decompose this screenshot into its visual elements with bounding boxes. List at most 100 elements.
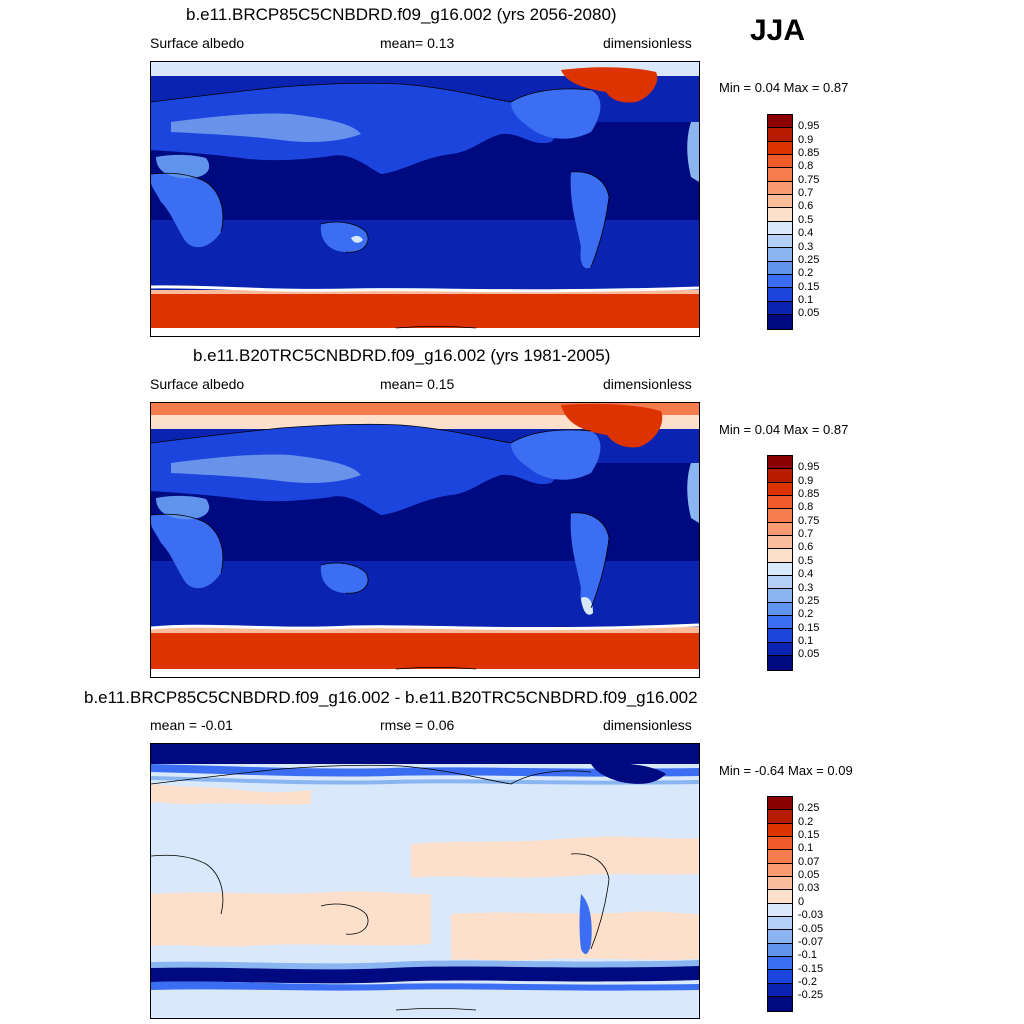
rmse-label: rmse = 0.06 <box>380 717 455 733</box>
colorbar-tick-label: 0.07 <box>798 855 820 868</box>
units-label: dimensionless <box>603 376 692 392</box>
colorbar-swatch <box>768 877 792 891</box>
colorbar-swatch <box>768 823 792 838</box>
colorbar-swatch <box>768 301 792 316</box>
mean-label: mean = -0.01 <box>150 717 233 733</box>
colorbar-swatch <box>768 589 792 603</box>
colorbar-swatch <box>768 903 792 918</box>
colorbar-tick-label: 0.05 <box>798 869 820 882</box>
colorbar-swatch <box>768 141 792 156</box>
colorbar-historical <box>767 455 793 671</box>
panel-title: b.e11.BRCP85C5CNBDRD.f09_g16.002 - b.e11… <box>84 688 698 707</box>
colorbar-tick-label: 0 <box>798 895 805 908</box>
colorbar-swatch <box>768 642 792 657</box>
colorbar-tick-label: 0.15 <box>798 829 820 842</box>
colorbar-swatch <box>768 616 792 630</box>
colorbar-swatch <box>768 890 792 904</box>
albedo-difference-map <box>150 743 700 1019</box>
colorbar-swatch <box>768 208 792 222</box>
colorbar-swatch <box>768 315 792 329</box>
mean-label: mean= 0.15 <box>380 376 455 392</box>
min-max-label: Min = 0.04 Max = 0.87 <box>719 422 849 437</box>
colorbar-tick-label: 0.7 <box>798 528 814 541</box>
colorbar-swatch <box>768 917 792 931</box>
colorbar-swatch <box>768 629 792 643</box>
mean-label: mean= 0.13 <box>380 35 455 51</box>
colorbar-tick-label: 0.3 <box>798 240 814 253</box>
colorbar-swatch <box>768 837 792 851</box>
colorbar-swatch <box>768 576 792 590</box>
colorbar-swatch <box>768 181 792 196</box>
colorbar-swatch <box>768 549 792 563</box>
colorbar-tick-label: 0.25 <box>798 253 820 266</box>
colorbar-swatch <box>768 261 792 276</box>
min-max-label: Min = -0.64 Max = 0.09 <box>719 763 853 778</box>
colorbar-tick-label: 0.4 <box>798 568 814 581</box>
colorbar-tick-label: -0.05 <box>798 922 824 935</box>
colorbar-tick-label: 0.5 <box>798 554 814 567</box>
colorbar-tick-label: 0.1 <box>798 293 814 306</box>
colorbar-tick-label: -0.03 <box>798 909 824 922</box>
colorbar-swatch <box>768 863 792 878</box>
colorbar-tick-label: 0.2 <box>798 815 814 828</box>
colorbar-swatch <box>768 195 792 209</box>
colorbar-swatch <box>768 797 792 811</box>
colorbar-swatch <box>768 288 792 302</box>
colorbar-tick-label: -0.25 <box>798 989 824 1002</box>
panel-title: b.e11.BRCP85C5CNBDRD.f09_g16.002 (yrs 20… <box>186 5 617 24</box>
min-max-label: Min = 0.04 Max = 0.87 <box>719 80 849 95</box>
colorbar-swatch <box>768 248 792 262</box>
colorbar-tick-label: 0.15 <box>798 280 820 293</box>
colorbar-tick-label: -0.2 <box>798 975 817 988</box>
colorbar-swatch <box>768 469 792 483</box>
colorbar-swatch <box>768 970 792 984</box>
colorbar-swatch <box>768 536 792 550</box>
units-label: dimensionless <box>603 717 692 733</box>
panel-title: b.e11.B20TRC5CNBDRD.f09_g16.002 (yrs 198… <box>193 346 611 365</box>
colorbar-tick-label: 0.75 <box>798 173 820 186</box>
colorbar-tick-label: 0.95 <box>798 120 820 133</box>
colorbar-swatch <box>768 482 792 497</box>
colorbar-tick-label: 0.8 <box>798 501 814 514</box>
colorbar-tick-label: -0.15 <box>798 962 824 975</box>
colorbar-tick-label: 0.03 <box>798 882 820 895</box>
colorbar-swatch <box>768 810 792 824</box>
colorbar-tick-label: 0.05 <box>798 307 820 320</box>
colorbar-swatch <box>768 943 792 958</box>
colorbar-tick-label: 0.7 <box>798 187 814 200</box>
colorbar-swatch <box>768 509 792 523</box>
colorbar-tick-label: 0.6 <box>798 200 814 213</box>
colorbar-tick-label: 0.85 <box>798 147 820 160</box>
variable-label: Surface albedo <box>150 35 245 51</box>
colorbar-future <box>767 114 793 330</box>
colorbar-swatch <box>768 562 792 577</box>
colorbar-tick-label: 0.8 <box>798 160 814 173</box>
units-label: dimensionless <box>603 35 692 51</box>
colorbar-tick-label: 0.15 <box>798 621 820 634</box>
colorbar-tick-label: 0.75 <box>798 514 820 527</box>
colorbar-tick-label: 0.95 <box>798 461 820 474</box>
colorbar-tick-label: 0.5 <box>798 213 814 226</box>
colorbar-swatch <box>768 496 792 510</box>
colorbar-tick-label: 0.6 <box>798 541 814 554</box>
colorbar-swatch <box>768 456 792 470</box>
colorbar-tick-label: 0.2 <box>798 608 814 621</box>
colorbar-swatch <box>768 168 792 182</box>
colorbar-swatch <box>768 128 792 142</box>
albedo-map-historical <box>150 402 700 678</box>
colorbar-swatch <box>768 983 792 998</box>
colorbar-tick-label: 0.1 <box>798 634 814 647</box>
colorbar-swatch <box>768 850 792 864</box>
colorbar-swatch <box>768 602 792 617</box>
colorbar-tick-label: 0.85 <box>798 488 820 501</box>
colorbar-swatch <box>768 957 792 971</box>
colorbar-tick-label: 0.9 <box>798 474 814 487</box>
colorbar-tick-label: 0.4 <box>798 227 814 240</box>
albedo-map-future <box>150 61 700 337</box>
season-label: JJA <box>750 14 806 47</box>
colorbar-tick-label: 0.9 <box>798 133 814 146</box>
colorbar-swatch <box>768 930 792 944</box>
variable-label: Surface albedo <box>150 376 245 392</box>
colorbar-difference <box>767 796 793 1012</box>
colorbar-swatch <box>768 221 792 236</box>
